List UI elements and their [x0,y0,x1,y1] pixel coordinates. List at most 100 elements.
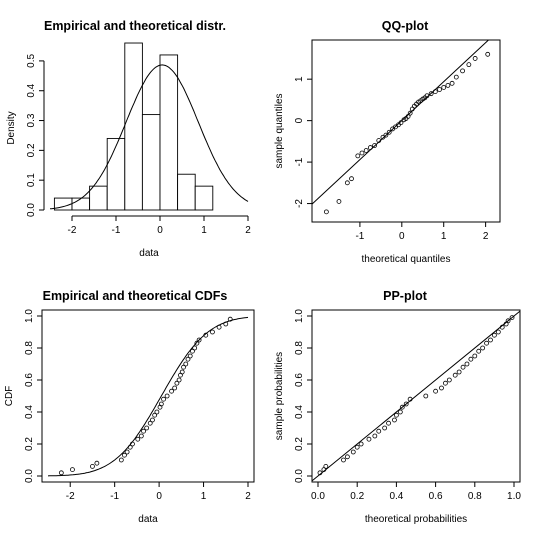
data-point [449,80,455,86]
data-point [90,463,95,469]
histogram-bar [89,185,108,211]
x-tick-label: -1 [112,225,121,236]
panel-density: Empirical and theoretical distr. -2 -1 0 1 2 d… [6,19,251,259]
x-tick-label: -1 [110,491,119,502]
x-tick-label: 0 [399,231,405,242]
histogram-bar [194,185,214,211]
data-point [472,353,478,359]
data-point [386,129,392,135]
y-tick-label: 0.8 [24,341,35,355]
x-tick-label: 0 [157,225,163,236]
data-point [491,332,497,338]
data-point [363,148,369,153]
chart-title: QQ-plot [382,19,429,33]
x-axis-label: theoretical quantiles [362,254,451,265]
data-point [187,353,193,359]
data-point [181,364,186,370]
data-point [433,388,439,394]
data-point [323,209,329,215]
data-point [185,356,191,362]
data-point [179,369,185,375]
x-axis-label: data [138,514,158,525]
data-point [472,56,478,61]
data-point [382,425,388,431]
data-point [223,321,229,327]
y-tick-label: 0.3 [26,113,37,127]
data-point [164,393,170,399]
y-axis-label: Density [6,111,17,144]
data-point [453,74,459,80]
x-tick-label: 1 [201,225,207,236]
y-tick-label: -1 [294,157,305,166]
data-point [372,433,378,439]
data-point [154,409,160,415]
data-point [399,404,405,410]
data-point [393,412,399,418]
panel-cdf: Empirical and theoretical CDFs -2 -1 0 1 2 dat… [4,289,255,525]
y-tick-label: 0.0 [24,469,35,483]
histogram-bar [124,42,143,211]
data-point [480,345,486,351]
data-point [124,449,130,455]
data-point [176,377,182,383]
data-point [150,417,155,423]
x-axis-label: theoretical probabilities [365,514,467,525]
y-tick-label: 0.6 [294,373,305,387]
data-point [460,364,466,370]
data-point [441,85,447,90]
x-tick-label: 0 [156,491,162,502]
data-point [386,420,391,426]
data-point [383,132,389,138]
data-point [336,199,342,204]
x-tick-label: -1 [355,231,364,242]
data-point [135,436,141,442]
data-point [122,452,127,458]
data-point [152,412,158,418]
data-point [366,436,372,442]
data-point [405,114,411,119]
x-tick-label: 0.8 [468,491,482,502]
data-point [130,441,135,447]
data-point [392,417,397,423]
chart-title: Empirical and theoretical CDFs [43,289,228,303]
data-point [376,428,382,434]
y-tick-label: 0.1 [26,173,37,187]
data-point [376,138,382,143]
data-point [144,425,150,431]
data-point [446,377,452,383]
x-tick-label: -2 [66,491,75,502]
data-point [70,467,75,473]
data-point [485,51,491,57]
data-point [452,372,458,378]
panel-qq: QQ-plot -1 0 1 2 theoretical quantiles -2 -1 0 1 s… [274,19,501,265]
data-point [183,361,189,367]
histogram-bar [159,54,179,211]
y-tick-label: 0.0 [294,469,305,483]
data-point [499,324,505,330]
data-point [147,420,153,426]
data-point [407,396,413,402]
data-point [355,153,361,159]
data-point [341,457,346,463]
data-point [190,348,195,354]
y-tick-label: 0.4 [26,83,37,97]
data-point [344,454,350,460]
data-point [354,444,360,450]
data-point [372,143,377,148]
data-point [367,145,373,150]
x-axis-label: data [139,248,159,259]
y-tick-label: 0.2 [26,143,37,157]
data-point [403,401,409,407]
y-tick-label: 0 [294,117,305,123]
x-tick-label: -2 [68,225,77,236]
data-point [203,332,209,338]
data-point [505,318,511,324]
data-point [464,361,470,367]
reference-line [311,39,489,205]
x-tick-label: 0.4 [389,491,403,502]
data-point [196,337,202,343]
data-point [432,89,438,95]
data-point [58,470,64,476]
data-point [428,91,434,97]
